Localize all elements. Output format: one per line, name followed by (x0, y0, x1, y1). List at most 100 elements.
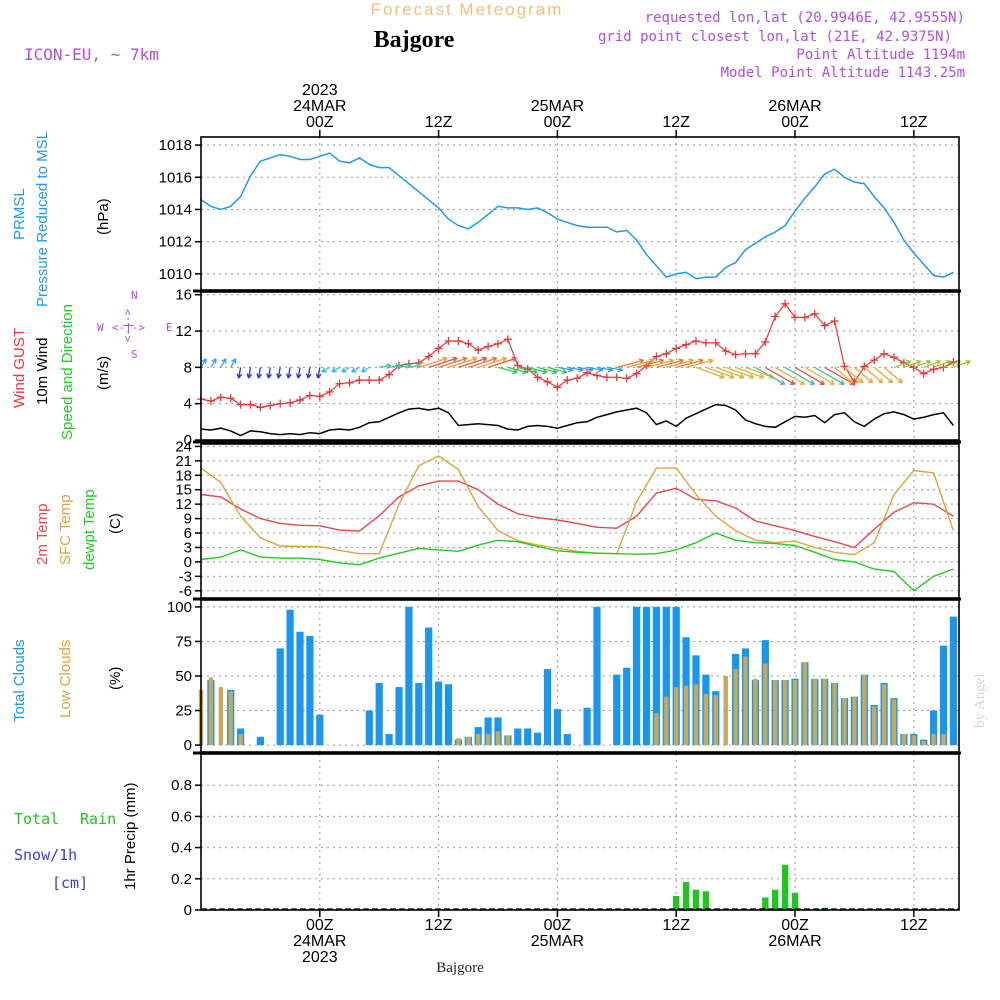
gust-point (672, 344, 681, 353)
wind-direction-arrow (537, 366, 558, 375)
gust-point (880, 349, 889, 358)
gust-point (276, 399, 285, 408)
wind-direction-arrow (331, 366, 340, 373)
gust-point (494, 339, 502, 348)
super-title: Forecast Meteogram (371, 0, 564, 19)
gust-point (325, 387, 334, 396)
top-time-label: 24MAR (293, 98, 346, 115)
total-cloud-bar (949, 616, 957, 746)
wind-direction-arrow (448, 356, 478, 369)
frame-layer (193, 136, 961, 911)
gust-point (810, 309, 819, 318)
temperature-ytick-label: 15 (175, 482, 192, 499)
wind-direction-arrow (497, 366, 518, 375)
low-cloud-bar (931, 734, 936, 746)
wind-direction-arrow (715, 366, 745, 379)
low-cloud-bar (456, 738, 461, 746)
wind-direction-arrow (685, 358, 714, 369)
total-cloud-bar (395, 687, 403, 746)
model-altitude: Model Point Altitude 1143.25m (721, 65, 965, 81)
low-cloud-bar (674, 687, 679, 746)
temperature-ytick-label: 0 (184, 554, 192, 571)
wind-direction-arrow (487, 356, 518, 369)
total-cloud-bar (930, 710, 938, 745)
wind-direction-arrow (236, 367, 243, 379)
bottom-time-label: 25MAR (531, 933, 584, 950)
low-clouds-label: Low Clouds (57, 640, 74, 718)
wind-direction-arrow (341, 366, 350, 373)
wind-direction-arrow (883, 366, 904, 384)
gust-point (583, 368, 592, 377)
gust-point (860, 362, 869, 371)
gust-point (820, 321, 829, 330)
low-cloud-bar (664, 696, 669, 746)
wind-direction-arrow (220, 358, 227, 368)
total-cloud-bar (672, 606, 680, 746)
total-cloud-bar (296, 631, 304, 746)
wind-direction-arrow (507, 366, 528, 375)
gust-point (622, 374, 631, 383)
footer-location: Bajgore (436, 960, 484, 976)
wind-direction-arrow (200, 358, 207, 368)
low-cloud-bar (822, 678, 827, 746)
top-time-label: 12Z (425, 114, 453, 131)
low-cloud-bar (921, 740, 926, 745)
top-time-label: 00Z (306, 114, 334, 131)
low-cloud-bar (881, 684, 887, 746)
total-cloud-bar (405, 606, 413, 746)
total-cloud-bar (524, 728, 532, 746)
temp2m-line (200, 480, 954, 549)
low-cloud-bar (505, 735, 511, 746)
total-cloud-bar (415, 682, 423, 746)
bottom-time-label: 26MAR (768, 933, 821, 950)
watermark: by Angel (972, 673, 988, 728)
wind-direction-arrow (666, 358, 694, 369)
total-cloud-bar (939, 645, 948, 746)
bottom-time-label: 24MAR (293, 933, 346, 950)
rain-bar (781, 864, 789, 910)
wind10-label: 10m Wind (34, 337, 51, 405)
gust-point (246, 400, 255, 409)
total-cloud-bar (633, 606, 641, 746)
wind-direction-arrow (547, 366, 568, 375)
low-cloud-bar (812, 678, 817, 746)
total-cloud-bar (583, 707, 591, 746)
wind-direction-arrow (256, 367, 263, 379)
wind-direction-arrow (814, 366, 845, 386)
gust-point (840, 362, 849, 371)
wind-direction-arrow (517, 366, 538, 375)
low-cloud-bar (862, 674, 867, 746)
wind-direction-arrow (755, 366, 786, 386)
total-cloud-bar (652, 606, 660, 746)
gust-point (484, 342, 493, 351)
low-cloud-bar (782, 680, 788, 745)
gust-point (454, 337, 463, 346)
wind-direction-arrow (863, 366, 884, 384)
total-cloud-bar (316, 714, 324, 746)
rain-bar (791, 892, 799, 910)
wind-direction-arrow (933, 359, 951, 369)
gust-point (602, 373, 611, 382)
gust-point (662, 349, 671, 358)
temperature-ytick-label: -6 (179, 583, 192, 600)
pressure-unit: (hPa) (95, 198, 112, 235)
wind-direction-arrow (873, 366, 894, 384)
gust-point (335, 379, 344, 388)
total-cloud-bar (435, 681, 443, 746)
wind-direction-arrow (360, 366, 370, 373)
gust-point (919, 369, 928, 378)
speed-dir-label: Speed and Direction (59, 304, 76, 440)
grid-layer (201, 137, 959, 911)
top-time-label: 00Z (544, 114, 572, 131)
wind-ytick-label: 8 (184, 359, 192, 376)
total-cloud-bar (444, 684, 453, 746)
temperature-ytick-label: 3 (184, 539, 192, 556)
gust-point (206, 396, 215, 405)
gust-point (305, 391, 314, 400)
low-cloud-bar (208, 677, 214, 746)
prmsl-label: PRMSL (11, 188, 28, 240)
wind-direction-arrow (351, 366, 360, 373)
top-time-label: 12Z (662, 114, 690, 131)
gust-point (503, 335, 512, 344)
